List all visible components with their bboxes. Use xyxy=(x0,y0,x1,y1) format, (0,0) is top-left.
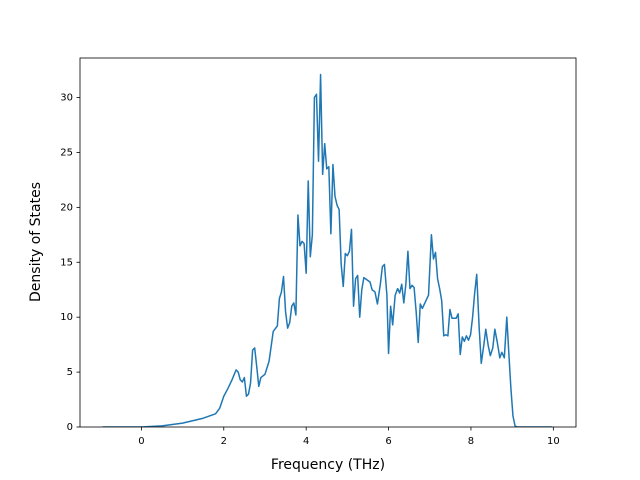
y-tick-label: 25 xyxy=(60,147,73,158)
data-line xyxy=(102,73,553,427)
plot-frame xyxy=(79,57,577,428)
y-axis-label: Density of States xyxy=(28,182,44,302)
y-tick-label: 30 xyxy=(60,93,73,104)
x-tick-label: 2 xyxy=(221,436,227,447)
x-tick-label: 4 xyxy=(303,436,309,447)
x-axis-label: Frequency (THz) xyxy=(271,457,385,473)
y-tick-label: 0 xyxy=(67,422,73,433)
x-tick-label: 0 xyxy=(138,436,144,447)
y-tick-label: 15 xyxy=(60,257,73,268)
y-tick-label: 5 xyxy=(67,367,73,378)
x-tick-label: 6 xyxy=(385,436,391,447)
y-tick-label: 20 xyxy=(60,202,73,213)
x-tick-label: 8 xyxy=(468,436,474,447)
x-tick-label: 10 xyxy=(547,436,560,447)
y-tick-label: 10 xyxy=(60,312,73,323)
